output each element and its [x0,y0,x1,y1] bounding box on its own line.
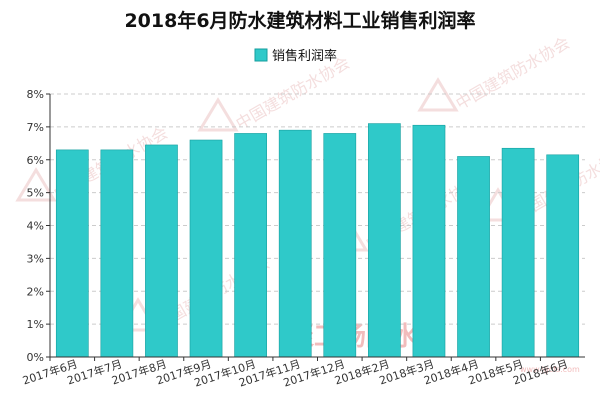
y-tick-label: 8% [27,88,44,101]
axes [49,94,585,358]
y-tick-label: 4% [27,220,44,233]
legend-swatch [254,48,268,62]
x-axis-ticks: 2017年6月2017年7月2017年8月2017年9月2017年10月2017… [21,357,570,390]
legend: 销售利润率 [254,48,337,64]
legend-label: 销售利润率 [272,48,337,64]
watermark-text: 中国建筑防水协会 [233,53,353,133]
y-tick-label: 2% [27,285,44,298]
y-tick-label: 0% [27,351,44,364]
bar [278,129,312,358]
bar [55,149,89,358]
bar [323,133,357,358]
y-tick-label: 6% [27,154,44,167]
watermark-url: www.jgcfs.com [520,365,580,374]
bar [457,156,490,358]
y-axis-ticks: 0% 1% 2% 3% 4% 5% 6% 7% 8% [27,88,50,364]
gridlines [50,93,585,325]
watermark-logo [197,97,239,132]
watermark-logo [15,167,57,202]
y-tick-label: 1% [27,318,44,331]
bar [100,149,134,358]
bar [368,123,401,358]
watermark-logo [417,77,459,112]
bar [501,147,535,358]
bar [234,133,267,358]
bar [546,154,580,358]
bar [145,144,178,358]
chart-title: 2018年6月防水建筑材料工业销售利润率 [124,9,475,32]
bar [189,139,223,358]
y-tick-label: 7% [27,121,44,134]
y-tick-label: 5% [27,187,44,200]
bars [55,123,580,358]
bar [412,124,446,358]
y-tick-label: 3% [27,252,44,265]
watermark-text: 中国建筑防水协会 [453,33,573,113]
